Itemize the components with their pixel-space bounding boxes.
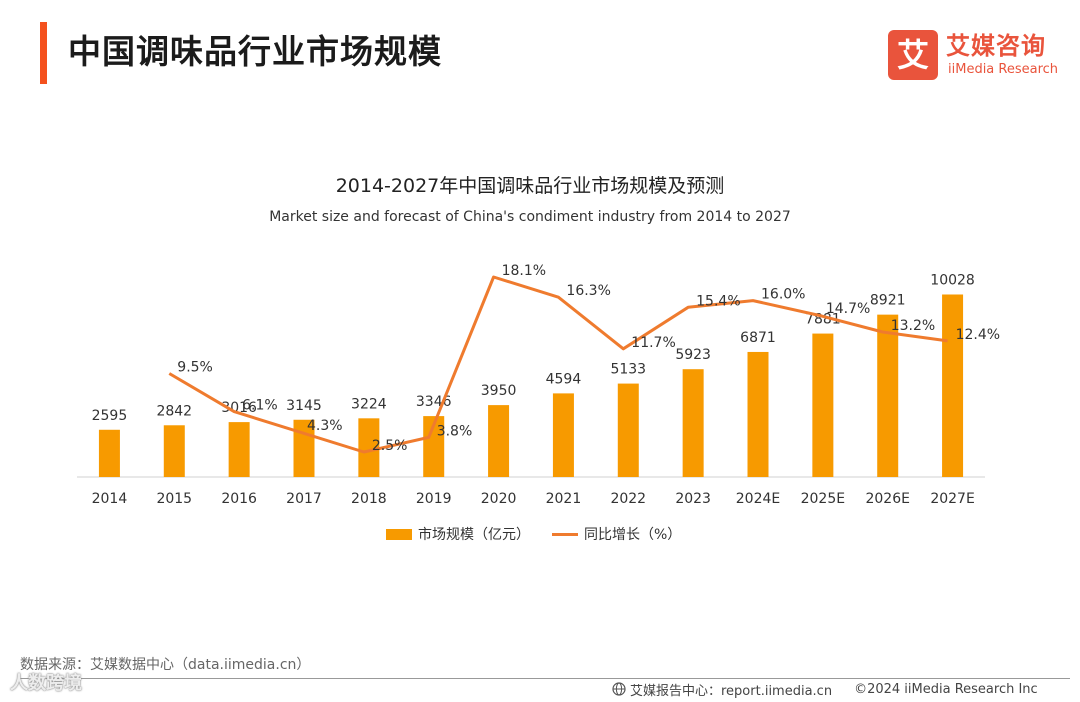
logo-name-cn: 艾媒咨询 [946,32,1046,60]
bar-value-label: 10028 [930,272,975,288]
bar [617,383,639,477]
bar [942,294,964,477]
x-tick-label: 2019 [416,491,452,507]
bar-value-label: 3224 [351,396,387,412]
x-tick-label: 2024E [736,491,780,507]
bar-value-label: 2595 [92,408,128,424]
x-tick-label: 2021 [546,491,582,507]
x-tick-label: 2016 [221,491,257,507]
x-tick-label: 2014 [92,491,128,507]
growth-line [168,275,948,454]
bar [98,429,120,477]
x-tick-label: 2018 [351,491,387,507]
bar-value-label: 3016 [221,400,257,416]
bar [423,416,445,477]
x-tick-label: 2025E [801,491,845,507]
bar [358,418,380,477]
bar [488,405,510,477]
x-tick-label: 2017 [286,491,322,507]
growth-value-label: 16.0% [761,287,805,303]
title-accent-bar [40,22,47,84]
x-tick-label: 2015 [156,491,192,507]
report-center-link[interactable]: 艾媒报告中心：report.iimedia.cn [630,683,833,699]
watermark: 人数跨境 [10,673,82,694]
growth-value-label: 2.5% [372,438,408,454]
bar-value-label: 5923 [675,347,711,363]
chart-legend: 市场规模（亿元） 同比增长（%） [386,523,681,545]
growth-value-label: 9.5% [177,359,213,375]
bar-value-label: 5133 [610,362,646,378]
data-source: 数据来源：艾媒数据中心（data.iimedia.cn） [20,657,311,673]
growth-value-label: 11.7% [631,335,675,351]
bar [877,314,899,477]
legend-bar-swatch [386,528,412,540]
bar-value-label: 3145 [286,398,322,414]
legend-bar-label: 市场规模（亿元） [418,527,530,543]
footer-right: 艾媒报告中心：report.iimedia.cn ©2024 iiMedia R… [612,679,1038,699]
growth-value-label: 13.2% [891,318,935,334]
growth-value-label: 12.4% [956,327,1000,343]
bar [163,425,185,477]
growth-value-label: 4.3% [307,418,343,434]
growth-value-label: 6.1% [242,398,278,414]
legend-line-swatch [552,532,578,536]
legend-line-label: 同比增长（%） [584,527,682,543]
bar [682,369,704,477]
growth-value-label: 15.4% [696,293,740,309]
growth-value-label: 16.3% [566,283,610,299]
bar-value-label: 4594 [546,371,582,387]
iimedia-logo: 艾 艾媒咨询 iiMedia Research [888,30,1068,80]
chart-subtitle: Market size and forecast of China's cond… [269,209,791,225]
x-tick-label: 2022 [610,491,646,507]
logo-mark: 艾 [888,30,938,80]
bar-value-label: 3950 [481,383,517,399]
footer-divider [20,678,1070,679]
bar-value-label: 6871 [740,330,776,346]
page-title: 中国调味品行业市场规模 [68,32,442,71]
x-tick-label: 2023 [675,491,711,507]
bar [552,393,574,477]
chart-title: 2014-2027年中国调味品行业市场规模及预测 [335,175,725,197]
bar-value-label: 2842 [156,403,192,419]
x-tick-label: 2026E [865,491,909,507]
logo-name-en: iiMedia Research [948,62,1059,77]
bar [812,333,834,477]
growth-value-label: 14.7% [826,301,870,317]
growth-value-label: 3.8% [437,423,473,439]
growth-value-label: 18.1% [502,263,546,279]
x-tick-label: 2020 [481,491,517,507]
bar-value-label: 8921 [870,293,906,309]
copyright: ©2024 iiMedia Research Inc [854,681,1038,697]
bar [747,351,769,477]
bar [228,422,250,477]
x-tick-label: 2027E [930,491,974,507]
globe-icon [612,682,626,696]
